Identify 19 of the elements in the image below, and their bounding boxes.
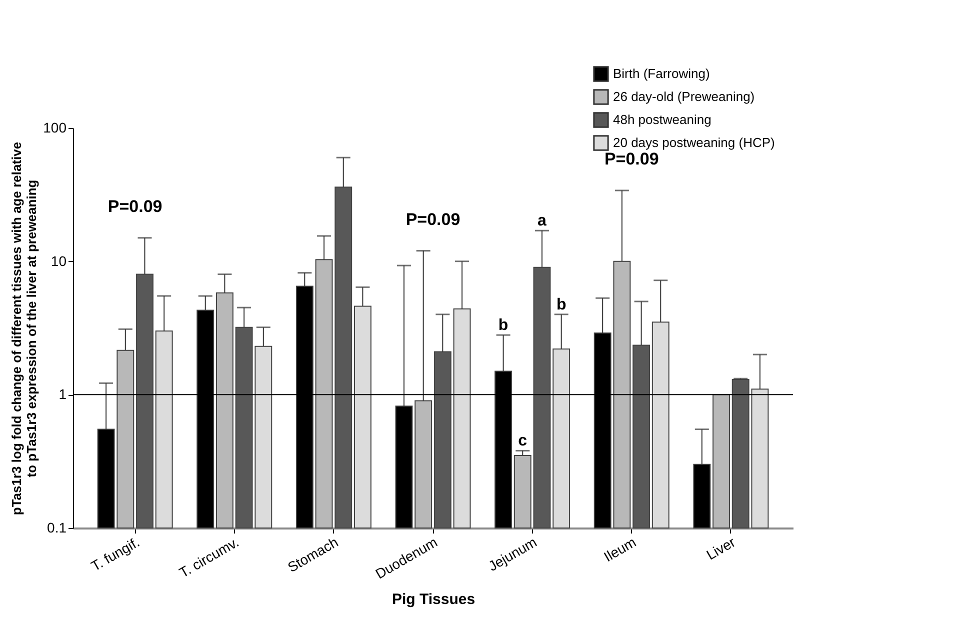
legend-label: 48h postweaning [613,112,712,127]
annotation: P=0.09 [604,149,659,168]
x-axis-title: Pig Tissues [392,590,476,608]
y-axis-title: pTas1r3 log fold change of different tissues with age relative to pTas1r3 expression of the liver at preweaning [9,142,40,516]
annotation: a [538,212,547,230]
y-tick-label: 1 [58,386,67,402]
x-tick-label: Liver [704,534,738,563]
y-tick-label: 100 [43,120,67,136]
x-tick-label: Ileum [600,534,639,565]
annotation: b [556,296,566,314]
legend-label: Birth (Farrowing) [613,66,710,81]
annotation: P=0.09 [108,196,162,216]
legend-label: 26 day-old (Preweaning) [613,89,755,104]
y-tick-label: 10 [50,252,67,269]
annotation: b [498,317,508,334]
legend-label: 20 days postweaning (HCP) [613,135,775,150]
annotation: P=0.09 [406,210,460,229]
annotation: c [518,432,528,450]
y-tick-label: 0.1 [47,520,67,536]
